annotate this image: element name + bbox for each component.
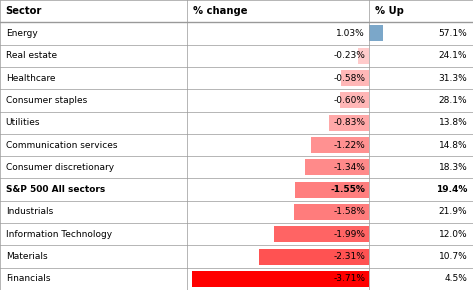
Text: Sector: Sector [6, 6, 42, 16]
Text: 13.8%: 13.8% [438, 118, 467, 127]
Text: S&P 500 All sectors: S&P 500 All sectors [6, 185, 105, 194]
Text: Consumer discretionary: Consumer discretionary [6, 163, 114, 172]
Bar [0, 112, 473, 134]
Text: -0.60%: -0.60% [333, 96, 365, 105]
Text: 12.0%: 12.0% [438, 230, 467, 239]
Bar [341, 92, 369, 108]
Text: 31.3%: 31.3% [438, 74, 467, 83]
Text: 19.4%: 19.4% [436, 185, 467, 194]
Bar [305, 159, 369, 175]
Bar [0, 45, 473, 67]
Bar [294, 204, 369, 220]
Bar [0, 67, 473, 89]
Text: 10.7%: 10.7% [438, 252, 467, 261]
Text: 1.03%: 1.03% [336, 29, 365, 38]
Text: 21.9%: 21.9% [438, 207, 467, 216]
Text: -0.23%: -0.23% [333, 51, 365, 60]
Bar [274, 226, 369, 242]
Text: 14.8%: 14.8% [438, 140, 467, 150]
Text: Energy: Energy [6, 29, 37, 38]
Text: -1.22%: -1.22% [333, 140, 365, 150]
Bar [193, 271, 369, 287]
Text: 28.1%: 28.1% [438, 96, 467, 105]
Text: Financials: Financials [6, 274, 50, 283]
Text: -1.34%: -1.34% [333, 163, 365, 172]
Text: -1.58%: -1.58% [333, 207, 365, 216]
Text: Materials: Materials [6, 252, 47, 261]
Bar [0, 268, 473, 290]
Text: -0.83%: -0.83% [333, 118, 365, 127]
Text: -2.31%: -2.31% [333, 252, 365, 261]
Text: 57.1%: 57.1% [438, 29, 467, 38]
Text: Real estate: Real estate [6, 51, 57, 60]
Bar [0, 223, 473, 245]
Text: -3.71%: -3.71% [333, 274, 365, 283]
Text: -1.55%: -1.55% [330, 185, 365, 194]
Bar [0, 245, 473, 268]
Text: Utilities: Utilities [6, 118, 40, 127]
Bar [0, 0, 473, 22]
Bar [358, 48, 369, 64]
Bar [369, 26, 383, 41]
Text: 18.3%: 18.3% [438, 163, 467, 172]
Bar [342, 70, 369, 86]
Text: Information Technology: Information Technology [6, 230, 112, 239]
Bar [259, 249, 369, 264]
Bar [0, 201, 473, 223]
Bar [295, 182, 369, 198]
Text: Healthcare: Healthcare [6, 74, 55, 83]
Text: -0.58%: -0.58% [333, 74, 365, 83]
Text: Industrials: Industrials [6, 207, 53, 216]
Bar [0, 134, 473, 156]
Bar [311, 137, 369, 153]
Text: 24.1%: 24.1% [439, 51, 467, 60]
Text: Consumer staples: Consumer staples [6, 96, 87, 105]
Bar [0, 156, 473, 178]
Bar [0, 178, 473, 201]
Bar [329, 115, 369, 131]
Bar [0, 89, 473, 112]
Text: 4.5%: 4.5% [445, 274, 467, 283]
Text: Communication services: Communication services [6, 140, 117, 150]
Bar [0, 22, 473, 45]
Text: % change: % change [193, 6, 247, 16]
Text: -1.99%: -1.99% [333, 230, 365, 239]
Text: % Up: % Up [375, 6, 403, 16]
